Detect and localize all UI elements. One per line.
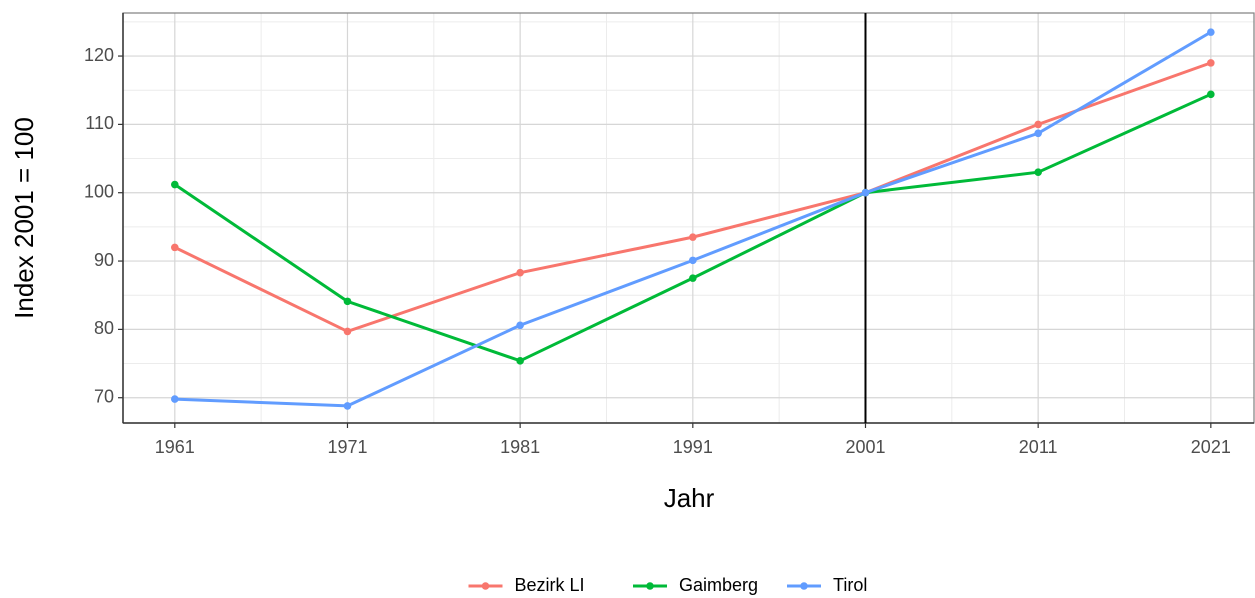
point: [171, 395, 179, 403]
y-tick-label: 120: [84, 45, 114, 65]
point: [516, 321, 524, 330]
x-tick-label: 1981: [500, 437, 540, 457]
x-tick-label: 1971: [327, 437, 367, 457]
x-tick-label: 1961: [155, 437, 195, 457]
point: [516, 268, 524, 277]
point: [343, 402, 352, 410]
point: [861, 188, 870, 197]
point: [171, 180, 179, 189]
legend-key-point: [800, 582, 808, 590]
point: [689, 274, 697, 282]
point: [1207, 28, 1215, 36]
point: [1034, 120, 1042, 129]
point: [1207, 59, 1215, 67]
y-tick-label: 110: [85, 113, 114, 133]
x-tick-label: 1991: [673, 437, 713, 457]
x-tick-label: 2001: [845, 437, 885, 457]
x-tick-label: 2011: [1019, 437, 1058, 457]
x-axis-title: Jahr: [664, 483, 715, 513]
point: [1034, 168, 1042, 177]
point: [689, 256, 697, 265]
legend-key-point: [646, 582, 654, 590]
legend-label: Bezirk LI: [515, 575, 585, 595]
x-tick-label: 2021: [1191, 437, 1231, 457]
point: [171, 243, 179, 252]
legend-key-point: [481, 582, 490, 590]
panel-border: [122, 12, 1255, 424]
y-axis-title: Index 2001 = 100: [9, 117, 39, 319]
point: [1034, 129, 1042, 138]
legend-label: Gaimberg: [679, 575, 758, 595]
y-tick-label: 80: [94, 318, 114, 338]
y-tick-label: 90: [94, 250, 114, 270]
y-tick-label: 100: [84, 181, 114, 201]
y-tick-label: 70: [94, 386, 114, 406]
point: [516, 357, 524, 365]
point: [343, 327, 352, 336]
legend-label: Tirol: [833, 575, 867, 595]
point: [689, 233, 697, 241]
point: [1207, 90, 1215, 99]
point: [343, 297, 352, 306]
